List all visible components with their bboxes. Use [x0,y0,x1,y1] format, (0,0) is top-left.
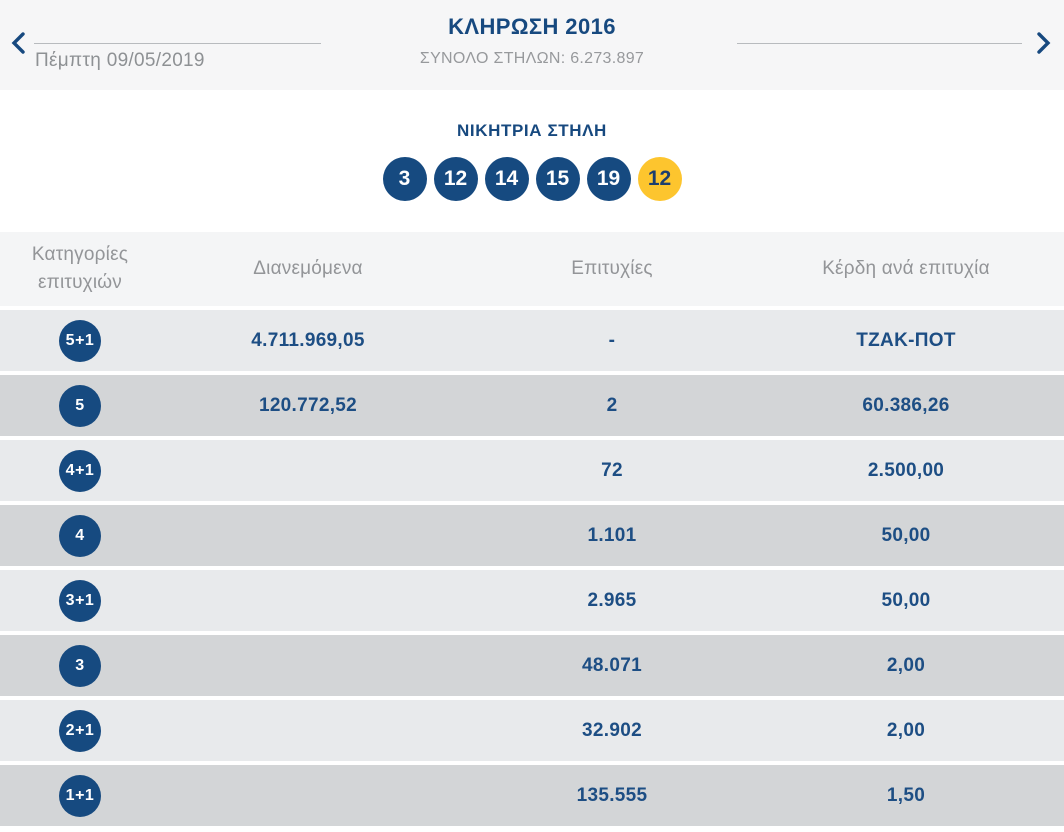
category-badge: 4 [59,514,101,557]
winning-number-ball: 14 [484,157,529,201]
table-row: 3 48.071 2,00 [0,635,1064,700]
distributed-value: 120.772,52 [258,394,358,416]
column-header-categories: Κατηγορίες επιτυχιών [31,244,129,293]
column-header-winners: Επιτυχίες [571,258,653,279]
category-badge: 5+1 [59,319,101,362]
prize-value: 50,00 [881,524,931,546]
total-columns-label: ΣΥΝΟΛΟ ΣΤΗΛΩΝ: 6.273.897 [419,50,645,67]
next-draw-button[interactable] [1029,28,1059,58]
right-divider-line [737,43,1022,44]
prize-value: 2,00 [886,719,926,741]
distributed-value: 4.711.969,05 [251,329,365,351]
winners-value: 1.101 [587,524,637,546]
table-body: 5+1 4.711.969,05 - ΤΖΑΚ-ΠΟΤ 5 120.772,52… [0,310,1064,830]
category-badge: 2+1 [59,709,101,752]
table-row: 4+1 72 2.500,00 [0,440,1064,505]
table-row: 3+1 2.965 50,00 [0,570,1064,635]
table-row: 4 1.101 50,00 [0,505,1064,570]
table-header-row: Κατηγορίες επιτυχιών Διανεμόμενα Επιτυχί… [0,232,1064,310]
joker-number-ball: 12 [637,157,682,201]
winners-value: - [608,329,616,351]
chevron-left-icon [10,32,26,54]
prize-value: ΤΖΑΚ-ΠΟΤ [856,329,956,351]
category-badge: 3+1 [59,579,101,622]
winning-numbers-row: 3 12 14 15 19 12 [0,157,1064,201]
draw-navigation-header: Πέμπτη 09/05/2019 ΚΛΗΡΩΣΗ 2016 ΣΥΝΟΛΟ ΣΤ… [0,0,1064,90]
winners-value: 2.965 [587,589,637,611]
table-row: 2+1 32.902 2,00 [0,700,1064,765]
winners-value: 48.071 [582,654,642,676]
category-badge: 4+1 [59,449,101,492]
winners-value: 72 [601,459,623,481]
winning-number-ball: 15 [535,157,580,201]
table-row: 5+1 4.711.969,05 - ΤΖΑΚ-ΠΟΤ [0,310,1064,375]
prize-value: 1,50 [886,784,926,806]
draw-title: ΚΛΗΡΩΣΗ 2016 [448,14,616,39]
category-badge: 5 [59,384,101,427]
chevron-right-icon [1036,32,1052,54]
winning-number-ball: 3 [382,157,427,201]
table-row: 1+1 135.555 1,50 [0,765,1064,830]
winners-value: 135.555 [576,784,648,806]
winning-number-ball: 19 [586,157,631,201]
prize-value: 2,00 [886,654,926,676]
winners-value: 2 [606,394,618,416]
column-header-prize: Κέρδη ανά επιτυχία [822,258,990,279]
draw-date-label: Πέμπτη 09/05/2019 [35,50,205,71]
column-header-distributed: Διανεμόμενα [253,258,363,279]
winners-value: 32.902 [582,719,642,741]
winning-column-title: ΝΙΚΗΤΡΙΑ ΣΤΗΛΗ [457,121,607,140]
left-divider-line [34,43,321,44]
draw-heading-block: ΚΛΗΡΩΣΗ 2016 ΣΥΝΟΛΟ ΣΤΗΛΩΝ: 6.273.897 [0,14,1064,68]
prize-table: Κατηγορίες επιτυχιών Διανεμόμενα Επιτυχί… [0,232,1064,830]
prize-value: 50,00 [881,589,931,611]
category-badge: 3 [59,644,101,687]
winning-number-ball: 12 [433,157,478,201]
previous-draw-button[interactable] [3,28,33,58]
category-badge: 1+1 [59,774,101,817]
table-row: 5 120.772,52 2 60.386,26 [0,375,1064,440]
prize-value: 60.386,26 [862,394,950,416]
prize-value: 2.500,00 [867,459,945,481]
winning-column-section: ΝΙΚΗΤΡΙΑ ΣΤΗΛΗ 3 12 14 15 19 12 [0,90,1064,232]
